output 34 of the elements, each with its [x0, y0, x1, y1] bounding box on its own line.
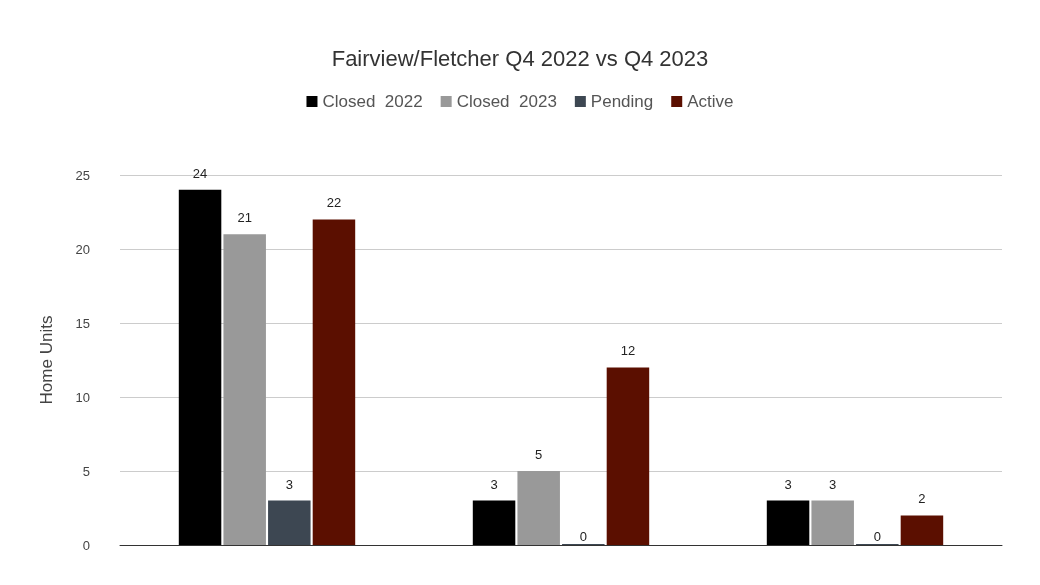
bar [312, 219, 356, 545]
data-label: 12 [620, 343, 636, 359]
legend-label: Pending [590, 92, 654, 111]
y-tick-label: 5 [82, 463, 90, 479]
data-label: 3 [829, 476, 837, 492]
bar [223, 234, 266, 545]
y-tick-label: 0 [82, 537, 90, 553]
data-label: 21 [237, 210, 252, 226]
bar [606, 367, 650, 545]
data-label: 5 [535, 447, 543, 462]
bar [472, 500, 516, 545]
data-label: 2 [918, 491, 926, 507]
y-tick-label: 20 [75, 241, 90, 257]
chart-title: Fairview/Fletcher Q4 2022 vs Q4 2023 [331, 45, 709, 71]
bar [178, 189, 222, 545]
y-tick-label: 10 [75, 389, 90, 405]
data-label: 0 [873, 529, 881, 544]
legend-label: Closed 2022 [322, 92, 423, 111]
y-tick-label: 15 [75, 315, 90, 331]
data-label: 3 [285, 476, 293, 492]
y-axis-title: Home Units [37, 315, 56, 405]
bar [811, 500, 854, 545]
bar [517, 471, 560, 545]
data-label: 3 [490, 476, 498, 492]
legend-label: Active [687, 92, 734, 111]
bar [766, 500, 810, 545]
data-label: 0 [579, 529, 587, 544]
legend-label: Closed 2023 [456, 92, 557, 111]
y-tick-label: 25 [75, 167, 90, 183]
data-label: 24 [192, 165, 208, 181]
data-label: 22 [326, 195, 342, 211]
data-label: 3 [784, 476, 792, 492]
bar [268, 500, 311, 545]
bar [900, 515, 944, 545]
